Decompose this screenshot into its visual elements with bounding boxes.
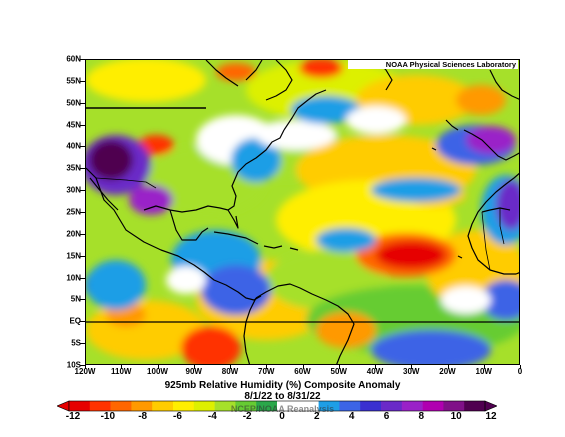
lat-label: 35N <box>66 163 81 173</box>
lon-tick <box>266 365 268 369</box>
colorbar-segment <box>464 401 486 411</box>
lon-label: 120W <box>74 367 96 376</box>
lat-label: 25N <box>66 207 81 217</box>
lon-label: 40W <box>366 367 384 376</box>
lon-label: 10W <box>475 367 492 376</box>
reanalysis-credit: NCEP/NOAA Reanalysis <box>230 404 335 414</box>
lon-label: 50W <box>330 367 347 376</box>
colorbar-segment <box>173 401 195 411</box>
lat-tick <box>80 343 85 345</box>
colorbar-segment <box>110 401 132 411</box>
lat-tick <box>80 146 85 148</box>
anomaly-field <box>86 60 519 364</box>
lat-tick <box>80 212 85 213</box>
colorbar-segment <box>152 401 174 411</box>
colorbar-tick-label: 6 <box>383 411 390 422</box>
colorbar-tick-label: 10 <box>450 411 462 422</box>
lat-label: 60N <box>66 54 81 64</box>
colorbar-segment <box>422 401 444 411</box>
lat-label: 5N <box>70 294 81 304</box>
lon-label: 100W <box>147 367 168 376</box>
lat-tick <box>80 233 85 235</box>
lon-tick <box>520 365 521 369</box>
lon-tick <box>85 365 86 369</box>
map-title: 925mb Relative Humidity (%) Composite An… <box>164 380 401 391</box>
colorbar-tick-label: 2 <box>314 411 320 422</box>
lon-tick <box>193 365 195 369</box>
colorbar-segment <box>339 401 361 411</box>
lon-tick <box>483 365 485 369</box>
lat-label: 10N <box>66 273 81 283</box>
lon-tick <box>447 365 449 369</box>
colorbar-segment <box>277 401 299 411</box>
lat-tick <box>80 365 85 366</box>
lat-tick <box>80 124 85 126</box>
colorbar-tick-label: 8 <box>418 411 425 422</box>
lat-label: 15N <box>66 251 81 261</box>
colorbar-tick-label: -4 <box>207 411 217 422</box>
lat-label: 50N <box>66 98 81 108</box>
colorbar-tick-label: 12 <box>485 411 497 422</box>
coastlines <box>86 60 519 364</box>
lat-tick <box>80 80 85 82</box>
lon-label: 70W <box>258 367 275 376</box>
colorbar-segment <box>318 401 340 411</box>
lat-label: 45N <box>66 120 81 130</box>
colorbar-tick-label: -6 <box>173 411 182 422</box>
lat-tick <box>80 59 85 60</box>
colorbar-segment <box>381 401 403 411</box>
colorbar-segment <box>297 401 319 411</box>
lon-tick <box>411 365 413 369</box>
colorbar-segment <box>443 401 465 411</box>
lat-label: EQ <box>69 316 81 326</box>
colorbar-tick-label: -12 <box>65 411 81 422</box>
date-range: 8/1/22 to 8/31/22 <box>244 391 321 402</box>
colorbar-tick-label: 4 <box>348 411 355 422</box>
lon-label: 0 <box>517 367 523 376</box>
colorbar-tick-label: -10 <box>100 411 116 422</box>
lat-label: 5S <box>71 338 81 348</box>
lon-tick <box>338 365 340 369</box>
lat-label: 10S <box>66 360 81 370</box>
colorbar-segment <box>401 401 423 411</box>
colorbar-tick-label: 0 <box>279 411 285 422</box>
colorbar-border <box>68 400 486 412</box>
lat-tick <box>80 299 85 301</box>
colorbar-segment <box>69 401 91 411</box>
lat-label: 20N <box>66 229 81 239</box>
colorbar-tick-label: -8 <box>138 411 148 422</box>
lat-tick <box>80 102 85 104</box>
lon-label: 60W <box>294 367 311 376</box>
colorbar-segment <box>360 401 382 411</box>
lat-label: 55N <box>66 76 81 86</box>
lat-tick <box>80 321 85 323</box>
lat-label: 40N <box>66 141 81 151</box>
lon-tick <box>302 365 304 369</box>
colorbar-segment <box>193 401 215 411</box>
lon-label: 80W <box>221 367 239 376</box>
colorbar-segment <box>235 401 257 411</box>
lon-tick <box>230 365 231 369</box>
colorbar <box>57 400 497 412</box>
lon-label: 20W <box>439 367 456 376</box>
lon-tick <box>157 365 159 369</box>
source-label: NOAA Physical Sciences Laboratory <box>348 60 518 69</box>
colorbar-segment <box>131 401 153 411</box>
colorbar-segment <box>256 401 278 411</box>
lon-label: 90W <box>185 367 202 376</box>
lon-tick <box>375 365 376 369</box>
lat-tick <box>80 168 85 170</box>
lat-tick <box>80 190 85 192</box>
lat-tick <box>80 255 85 257</box>
lat-label: 30N <box>66 185 81 195</box>
lon-tick <box>121 365 123 369</box>
colorbar-segment <box>89 401 111 411</box>
lat-tick <box>80 277 85 279</box>
colorbar-segment <box>214 401 236 411</box>
colorbar-tick-label: -2 <box>242 411 252 422</box>
lon-label: 110W <box>111 367 132 376</box>
map-frame <box>85 59 520 365</box>
humidity-anomaly-map <box>86 60 519 364</box>
lon-label: 30W <box>403 367 420 376</box>
